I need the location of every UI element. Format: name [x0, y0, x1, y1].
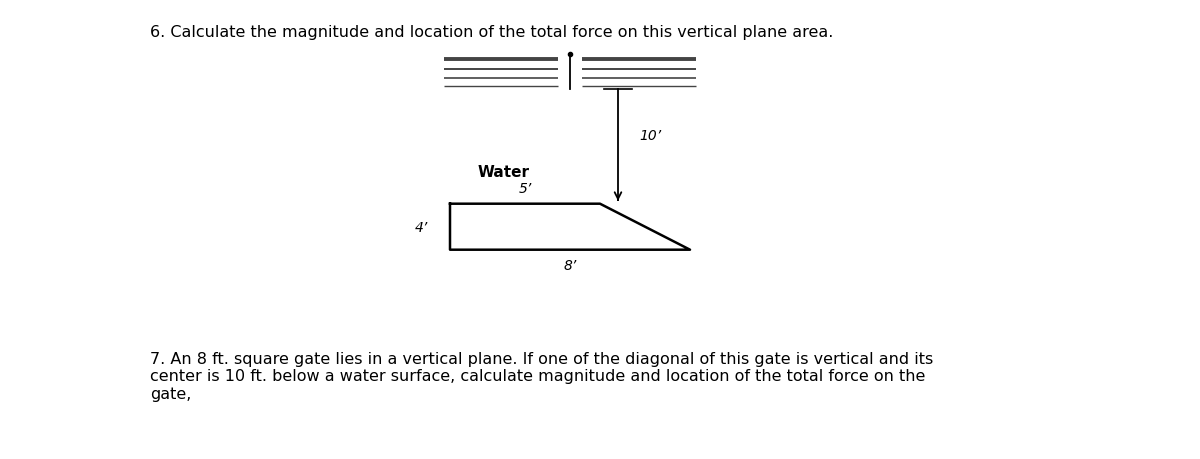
Text: 4’: 4’: [415, 220, 428, 234]
Text: Water: Water: [478, 165, 530, 179]
Text: 8’: 8’: [563, 258, 577, 272]
Text: 10’: 10’: [640, 129, 661, 142]
Text: 7. An 8 ft. square gate lies in a vertical plane. If one of the diagonal of this: 7. An 8 ft. square gate lies in a vertic…: [150, 351, 934, 401]
Text: 6. Calculate the magnitude and location of the total force on this vertical plan: 6. Calculate the magnitude and location …: [150, 25, 833, 40]
Text: 5’: 5’: [518, 182, 532, 196]
